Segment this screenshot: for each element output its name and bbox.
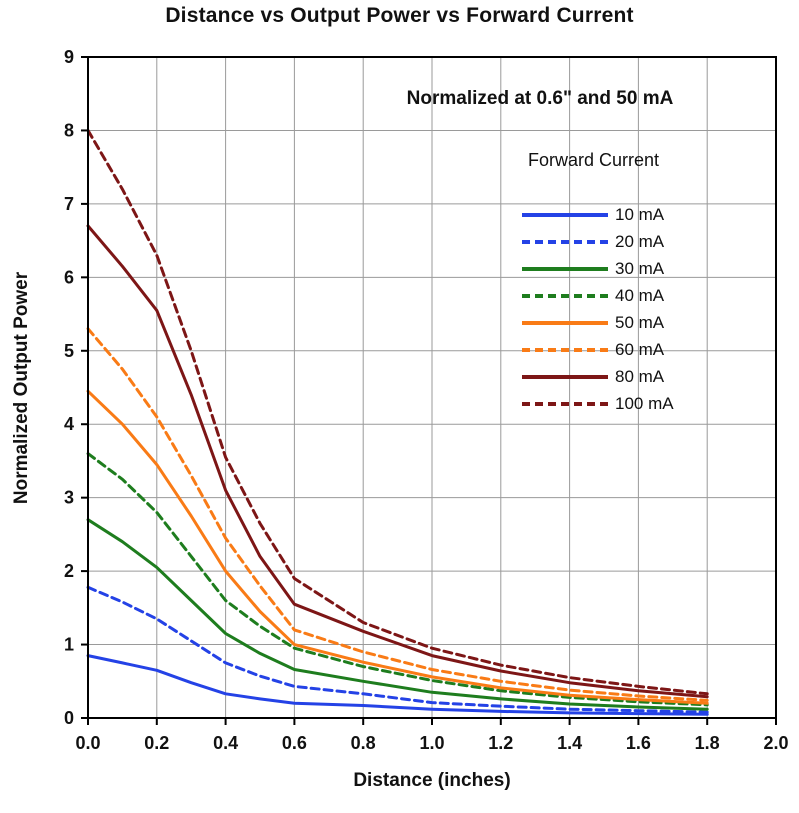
legend-items: 10 mA 20 mA 30 mA 40 mA 50 mA 60 mA 80 mA 100 m… bbox=[522, 201, 674, 417]
x-axis-title: Distance (inches) bbox=[353, 770, 511, 791]
y-tick-label: 2 bbox=[64, 561, 74, 581]
x-tick-label: 0.4 bbox=[213, 733, 238, 753]
x-tick-label: 1.2 bbox=[488, 733, 513, 753]
y-tick-label: 6 bbox=[64, 267, 74, 287]
legend-label: 10 mA bbox=[615, 204, 665, 224]
series-line-30-ma bbox=[86, 518, 709, 711]
y-tick-label: 4 bbox=[64, 414, 74, 434]
y-tick-label: 9 bbox=[64, 47, 74, 67]
legend-label: 40 mA bbox=[615, 285, 665, 305]
legend-item-100-ma: 100 mA bbox=[522, 390, 674, 417]
legend-item-50-ma: 50 mA bbox=[522, 309, 674, 336]
y-tick-label: 8 bbox=[64, 120, 74, 140]
legend-label: 80 mA bbox=[615, 366, 665, 386]
legend-line-sample bbox=[522, 374, 608, 379]
legend-line-sample bbox=[522, 293, 608, 298]
legend-title: Forward Current bbox=[528, 150, 660, 170]
legend-item-30-ma: 30 mA bbox=[522, 255, 674, 282]
legend-item-10-ma: 10 mA bbox=[522, 201, 674, 228]
x-tick-label: 1.8 bbox=[695, 733, 720, 753]
legend-label: 100 mA bbox=[615, 393, 674, 413]
legend-label: 60 mA bbox=[615, 339, 665, 359]
plot-border bbox=[87, 56, 777, 719]
legend-line-sample bbox=[522, 266, 608, 271]
series-line-100-ma bbox=[86, 128, 709, 696]
series-line-20-ma bbox=[86, 585, 709, 714]
legend-item-80-ma: 80 mA bbox=[522, 363, 674, 390]
chart-title: Distance vs Output Power vs Forward Curr… bbox=[165, 4, 634, 27]
legend-item-20-ma: 20 mA bbox=[522, 228, 674, 255]
y-axis-title: Normalized Output Power bbox=[11, 271, 32, 505]
legend-label: 30 mA bbox=[615, 258, 665, 278]
legend: Forward Current 10 mA 20 mA 30 mA 40 mA 50 m… bbox=[522, 150, 674, 417]
series-line-40-ma bbox=[86, 452, 709, 707]
y-tick-label: 5 bbox=[64, 341, 74, 361]
y-tick-label: 0 bbox=[64, 708, 74, 728]
legend-line-sample bbox=[522, 401, 608, 406]
x-tick-label: 0.2 bbox=[144, 733, 169, 753]
legend-item-60-ma: 60 mA bbox=[522, 336, 674, 363]
x-tick-label: 1.0 bbox=[419, 733, 444, 753]
x-tick-label: 0.0 bbox=[75, 733, 100, 753]
series-line-50-ma bbox=[86, 389, 709, 705]
y-tick-label: 1 bbox=[64, 635, 74, 655]
x-tick-label: 0.6 bbox=[282, 733, 307, 753]
legend-line-sample bbox=[522, 239, 608, 244]
x-tick-label: 1.4 bbox=[557, 733, 582, 753]
x-tick-label: 2.0 bbox=[763, 733, 788, 753]
legend-label: 50 mA bbox=[615, 312, 665, 332]
normalization-note: Normalized at 0.6" and 50 mA bbox=[406, 88, 674, 109]
legend-line-sample bbox=[522, 347, 608, 352]
series-line-80-ma bbox=[86, 224, 709, 699]
series-line-60-ma bbox=[86, 327, 709, 702]
legend-label: 20 mA bbox=[615, 231, 665, 251]
legend-line-sample bbox=[522, 320, 608, 325]
series-line-10-ma bbox=[86, 654, 709, 716]
x-tick-label: 0.8 bbox=[351, 733, 376, 753]
y-tick-label: 7 bbox=[64, 194, 74, 214]
x-tick-label: 1.6 bbox=[626, 733, 651, 753]
y-tick-label: 3 bbox=[64, 488, 74, 508]
legend-item-40-ma: 40 mA bbox=[522, 282, 674, 309]
legend-line-sample bbox=[522, 212, 608, 217]
